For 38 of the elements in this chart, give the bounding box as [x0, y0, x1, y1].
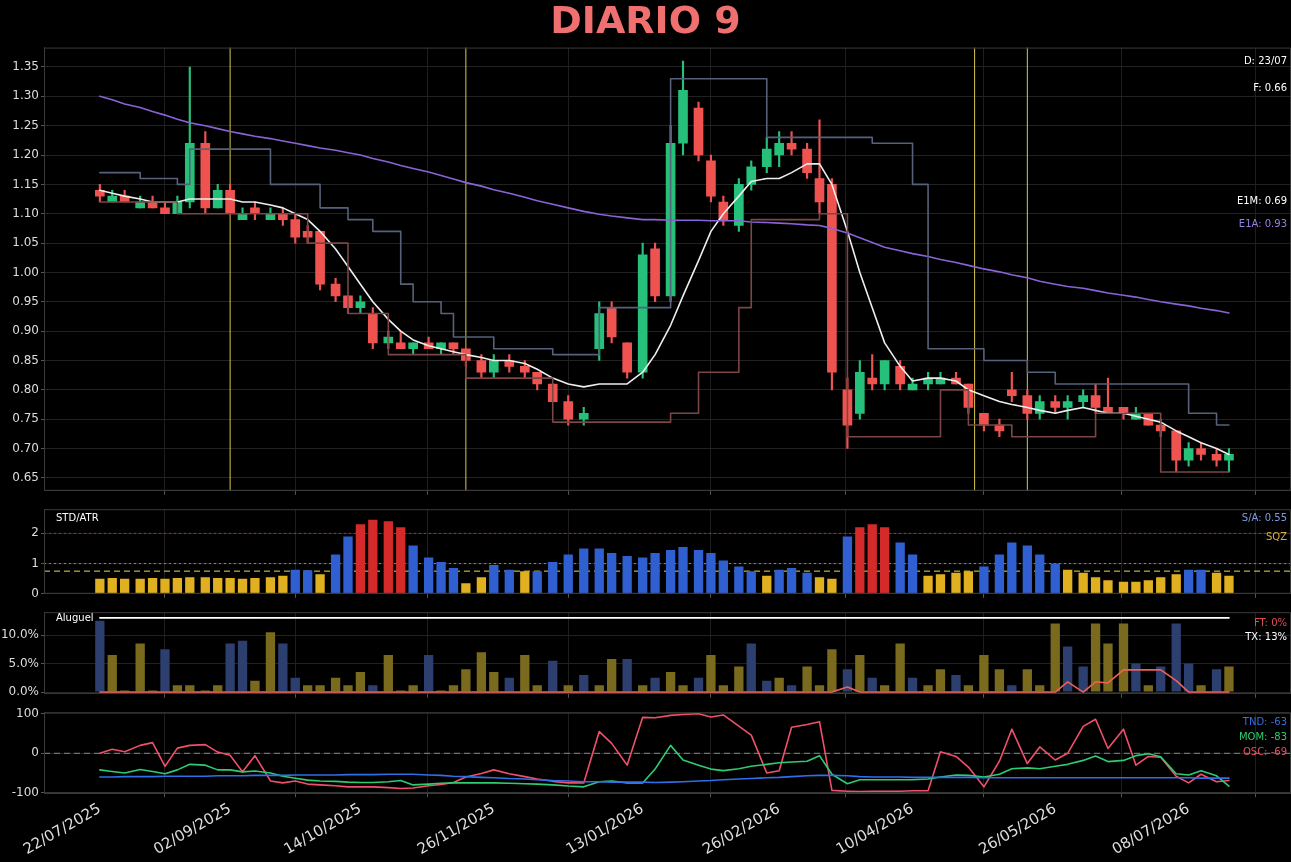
y-tick-label: 0.95 — [12, 293, 39, 308]
y-tick-label: 0.65 — [12, 470, 39, 485]
y-tick-label: 1 — [31, 555, 39, 570]
y-tick-label: 1.30 — [12, 88, 39, 103]
annotation: S/A: 0.55 — [1241, 511, 1287, 523]
chart-title: DIARIO 9 — [550, 0, 741, 42]
y-tick-label: 1.05 — [12, 235, 39, 250]
annotation: OSC: -69 — [1242, 745, 1287, 757]
y-tick-label: 1.25 — [12, 117, 39, 132]
y-tick-label: 0.85 — [12, 352, 39, 367]
y-tick-label: 0 — [31, 745, 39, 760]
annotation: D: 23/07 — [1243, 55, 1287, 67]
y-tick-label: 10.0% — [0, 627, 39, 642]
annotation: TND: -63 — [1241, 715, 1287, 727]
y-tick-label: 1.10 — [12, 205, 39, 220]
annotation: F: 0.66 — [1253, 82, 1287, 94]
y-tick-label: 2 — [31, 525, 39, 540]
annotation: STD/ATR — [56, 511, 99, 523]
annotation: Aluguel — [56, 611, 94, 623]
y-tick-label: 5.0% — [8, 655, 39, 670]
y-tick-label: 0.90 — [12, 323, 39, 338]
annotation: TX: 13% — [1244, 630, 1287, 642]
y-tick-label: 0.0% — [8, 684, 39, 699]
y-tick-label: 100 — [16, 705, 39, 720]
y-tick-label: 1.35 — [12, 59, 39, 74]
annotation: MOM: -83 — [1238, 730, 1287, 742]
y-tick-label: 0.75 — [12, 411, 39, 426]
y-tick-label: 1.00 — [12, 264, 39, 279]
annotation: E1M: 0.69 — [1236, 195, 1287, 207]
annotation: E1A: 0.93 — [1238, 218, 1287, 230]
y-tick-label: 0.70 — [12, 440, 39, 455]
y-tick-label: 1.15 — [12, 176, 39, 191]
y-tick-label: 0 — [31, 585, 39, 600]
y-tick-label: 1.20 — [12, 147, 39, 162]
y-tick-label: -100 — [11, 784, 39, 799]
annotation: SQZ — [1265, 530, 1288, 542]
y-tick-label: 0.80 — [12, 381, 39, 396]
annotation: FT: 0% — [1254, 616, 1287, 628]
